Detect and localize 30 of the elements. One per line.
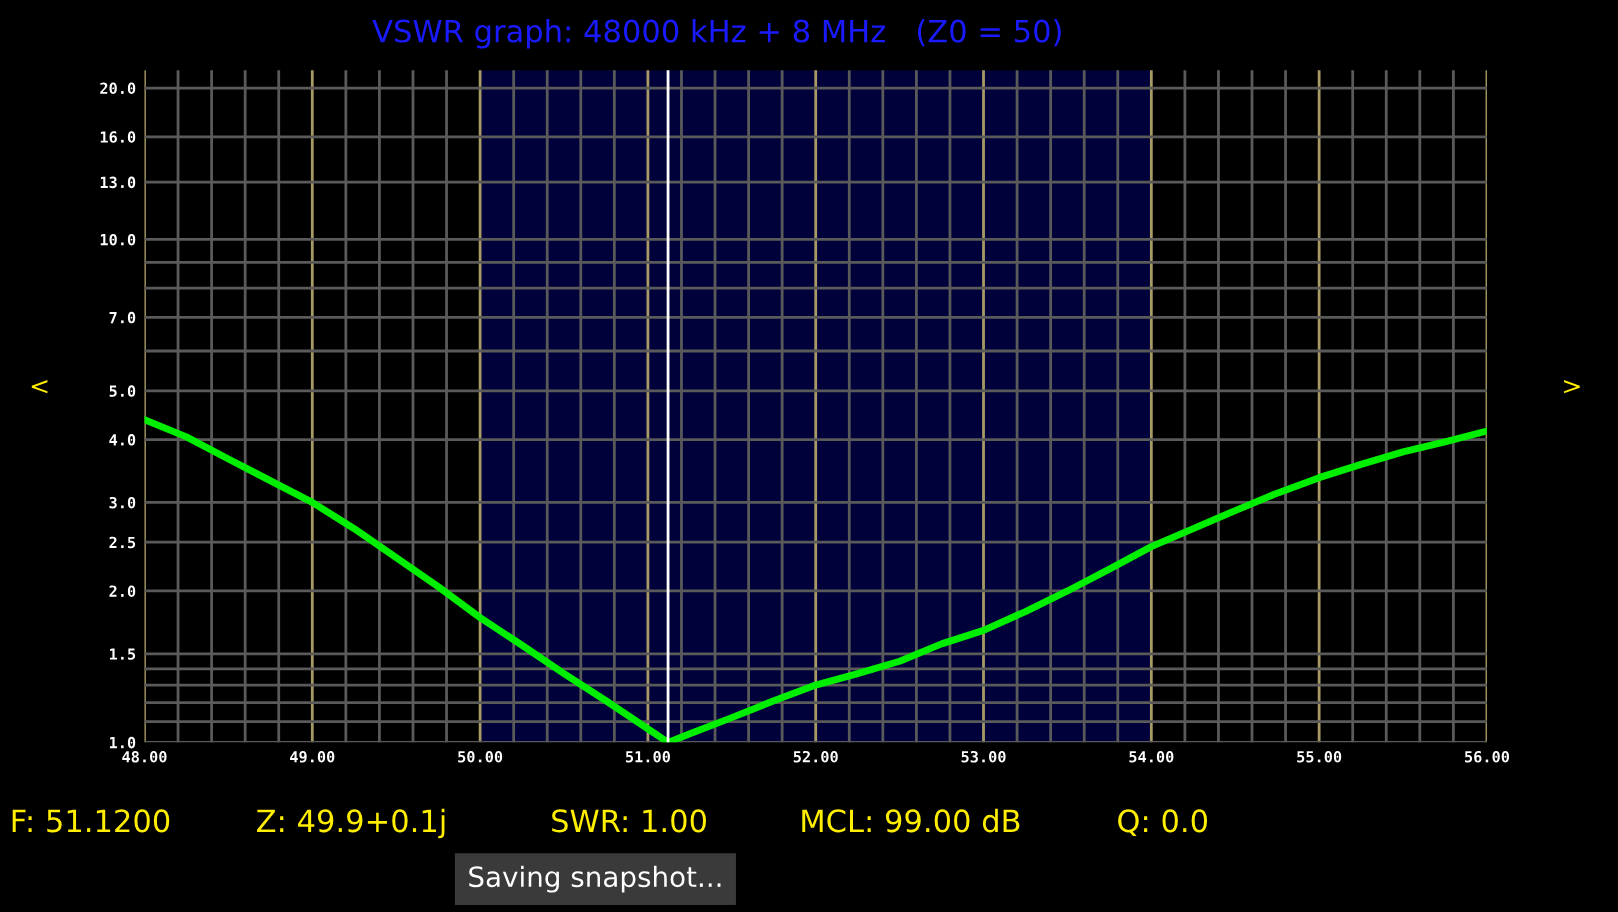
y-tick-label: 1.5 [109,648,136,660]
x-tick-label: 50.00 [458,750,503,763]
text: Z: 49.9+0.1j [257,808,445,839]
y-tick-label: 1.0 [109,736,136,749]
x-tick-label: 52.00 [793,750,838,763]
text: F: 51.1200 [12,809,170,833]
x-tick-label: 48.00 [122,750,167,763]
y-tick-label: 20.0 [100,82,136,95]
y-tick-label: 2.0 [109,585,136,597]
x-tick-label: 49.00 [290,750,335,763]
y-tick-label: 4.0 [109,434,136,446]
y-tick-label: 10.0 [100,233,136,246]
x-tick-label: 54.00 [1129,750,1174,763]
y-tick-label: 7.0 [109,311,136,324]
x-tick-label: 55.00 [1297,750,1342,763]
text: Saving snapshot... [469,865,721,893]
chart-title: VSWR graph: 48000 kHz + 8 MHz (Z0 = 50) [372,18,1061,49]
text: MCL: 99.00 dB [802,808,1020,833]
y-tick-label: 16.0 [100,131,136,143]
text: Q: 0.0 [1118,809,1208,836]
x-tick-label: 51.00 [625,750,670,763]
y-tick-label: 3.0 [109,496,136,509]
y-tick-label: 13.0 [100,176,136,189]
x-tick-label: 56.00 [1465,750,1510,763]
text: SWR: 1.00 [552,809,707,833]
x-tick-label: 53.00 [961,750,1006,763]
text: < [31,379,48,394]
text: > [1564,379,1580,394]
y-tick-label: 2.5 [109,536,136,549]
y-tick-label: 5.0 [109,385,136,397]
